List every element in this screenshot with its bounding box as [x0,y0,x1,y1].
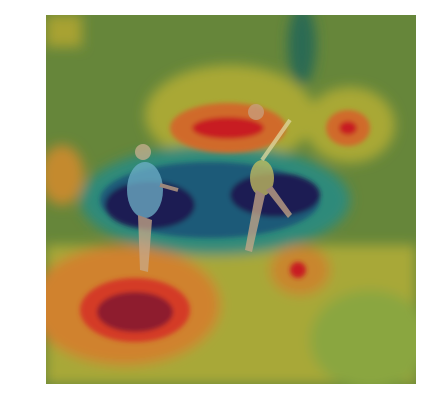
player-left-head [135,144,151,160]
heat-red-right [339,121,357,135]
player-right-head [248,104,264,120]
image-area [46,15,416,384]
heat-red-small [290,262,306,278]
heat-red-top [192,117,264,139]
heat-orange-left [46,145,84,205]
heat-dark-red-bottom [97,292,173,332]
player-right-torso [250,160,274,196]
players [127,104,292,272]
heat-corner [46,15,82,47]
player-right-legs [245,186,292,252]
player-left-arm [159,183,179,192]
heat-green-corner [310,290,416,384]
heat-teal-streak [288,15,316,85]
player-left-torso [127,162,163,218]
player-right-arm [260,118,292,162]
player-left-legs [138,215,152,272]
